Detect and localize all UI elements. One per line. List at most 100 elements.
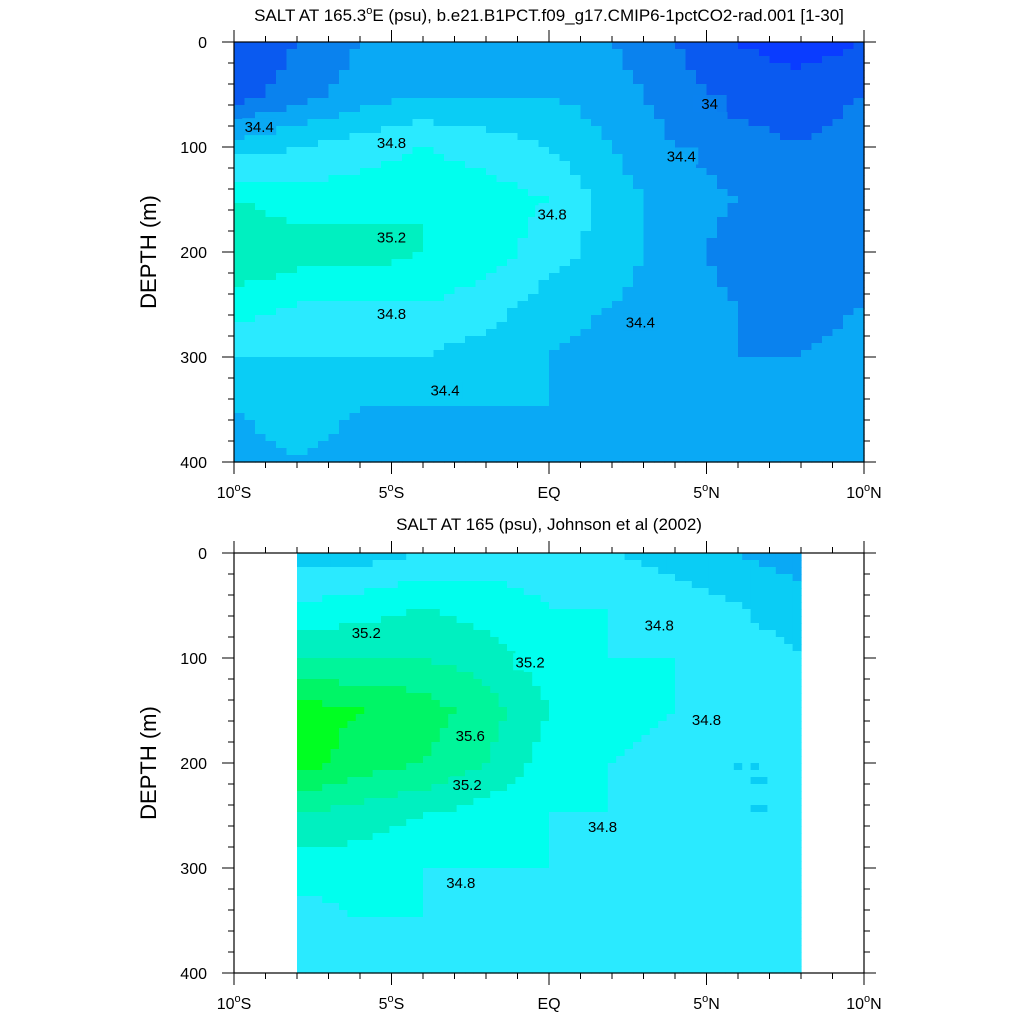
salinity-cell [431, 686, 441, 694]
salinity-cell [700, 658, 710, 666]
salinity-cell [297, 441, 309, 449]
salinity-cell [843, 287, 855, 295]
salinity-cell [498, 574, 508, 582]
salinity-cell [486, 140, 498, 148]
salinity-cell [675, 238, 687, 246]
salinity-cell [559, 441, 571, 449]
salinity-cell [612, 448, 624, 456]
salinity-cell [402, 42, 414, 50]
salinity-cell [538, 287, 550, 295]
salinity-cell [822, 427, 834, 435]
salinity-cell [349, 385, 361, 393]
salinity-cell [423, 161, 435, 169]
salinity-cell [465, 280, 477, 288]
salinity-cell [580, 126, 592, 134]
salinity-cell [738, 315, 750, 323]
salinity-cell [664, 168, 676, 176]
salinity-cell [473, 630, 483, 638]
salinity-cell [297, 693, 306, 701]
salinity-cell [549, 644, 558, 652]
salinity-cell [307, 357, 319, 365]
salinity-cell [372, 693, 382, 701]
x-tick-label: 5oN [693, 482, 720, 502]
salinity-cell [811, 105, 823, 113]
salinity-cell [402, 217, 414, 225]
salinity-cell [843, 343, 855, 351]
salinity-cell [423, 434, 435, 442]
salinity-cell [255, 357, 267, 365]
salinity-cell [790, 273, 802, 281]
salinity-cell [276, 441, 288, 449]
salinity-cell [433, 161, 445, 169]
salinity-cell [843, 378, 855, 386]
salinity-cell [276, 168, 288, 176]
salinity-cell [675, 672, 684, 680]
salinity-cell [433, 126, 445, 134]
salinity-cell [790, 322, 802, 330]
salinity-cell [696, 441, 708, 449]
salinity-cell [599, 658, 609, 666]
salinity-cell [339, 371, 351, 379]
salinity-cell [601, 308, 613, 316]
y-tick-label: 200 [180, 245, 207, 262]
salinity-cell [444, 154, 456, 162]
salinity-cell [643, 105, 655, 113]
salinity-cell [439, 630, 449, 638]
salinity-cell [559, 266, 571, 274]
salinity-cell [759, 595, 768, 603]
salinity-cell [496, 119, 508, 127]
salinity-cell [297, 336, 309, 344]
salinity-cell [612, 49, 624, 57]
salinity-cell [775, 672, 785, 680]
salinity-cell [372, 658, 382, 666]
salinity-cell [643, 203, 655, 211]
salinity-cell [244, 182, 256, 190]
salinity-cell [591, 434, 603, 442]
salinity-cell [780, 406, 792, 414]
salinity-cell [448, 623, 458, 631]
salinity-cell [234, 140, 246, 148]
salinity-cell [580, 119, 592, 127]
salinity-cell [234, 84, 246, 92]
salinity-cell [853, 112, 865, 120]
salinity-cell [391, 42, 403, 50]
salinity-cell [769, 343, 781, 351]
salinity-cell [265, 294, 277, 302]
salinity-cell [528, 378, 540, 386]
salinity-cell [759, 308, 771, 316]
salinity-cell [591, 182, 603, 190]
salinity-cell [853, 322, 865, 330]
salinity-cell [738, 238, 750, 246]
salinity-cell [801, 105, 813, 113]
salinity-cell [685, 140, 697, 148]
salinity-cell [633, 154, 645, 162]
salinity-cell [622, 231, 634, 239]
salinity-cell [759, 371, 771, 379]
salinity-cell [475, 42, 487, 50]
salinity-cell [559, 280, 571, 288]
salinity-cell [675, 441, 687, 449]
salinity-cell [305, 609, 315, 617]
salinity-cell [717, 644, 726, 652]
salinity-cell [234, 392, 246, 400]
salinity-cell [475, 231, 487, 239]
salinity-cell [475, 70, 487, 78]
salinity-cell [769, 56, 781, 64]
salinity-cell [591, 308, 603, 316]
salinity-cell [330, 623, 340, 631]
salinity-cell [769, 259, 781, 267]
salinity-cell [486, 175, 498, 183]
salinity-cell [234, 427, 246, 435]
salinity-cell [391, 287, 403, 295]
salinity-cell [339, 574, 348, 582]
salinity-cell [822, 322, 834, 330]
salinity-cell [612, 301, 624, 309]
salinity-cell [580, 203, 592, 211]
salinity-cell [475, 210, 487, 218]
salinity-cell [664, 133, 676, 141]
salinity-cell [305, 630, 315, 638]
salinity-cell [538, 448, 550, 456]
salinity-cell [454, 238, 466, 246]
salinity-cell [496, 259, 508, 267]
